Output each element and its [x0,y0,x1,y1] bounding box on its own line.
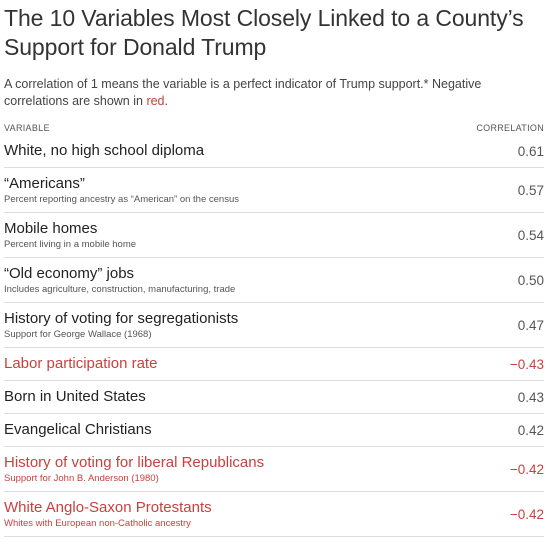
table-row: Evangelical Christians 0.42 [4,414,544,447]
description-text: A correlation of 1 means the variable is… [4,77,482,108]
row-variable: Evangelical Christians [4,421,152,439]
table-rows: White, no high school diploma 0.61 “Americ… [4,135,544,537]
variable-name: Labor participation rate [4,355,158,372]
table-row: White Anglo-Saxon Protestants Whites with… [4,492,544,537]
variable-description: Support for John B. Anderson (1980) [4,472,159,484]
graphic-description: A correlation of 1 means the variable is… [4,76,544,110]
row-variable: Labor participation rate [4,355,157,373]
correlation-value: 0.47 [517,317,544,333]
correlation-value: −0.43 [509,356,544,372]
variable-name: Evangelical Christians [4,421,152,438]
variable-description: Percent reporting ancestry as “American”… [4,193,239,205]
variable-name: White, no high school diploma [4,142,205,159]
graphic-title: The 10 Variables Most Closely Linked to … [4,5,524,60]
description-end: . [164,94,168,108]
row-variable: White Anglo-Saxon Protestants Whites with… [4,499,212,530]
row-variable: “Old economy” jobs Includes agriculture, … [4,265,235,296]
variable-description: Percent living in a mobile home [4,238,137,250]
row-variable: White, no high school diploma [4,142,204,160]
variable-name: “Americans” [4,174,85,192]
row-variable: “Americans” Percent reporting ancestry as… [4,175,239,206]
variable-name: “Old economy” jobs [4,264,135,282]
table-row: History of voting for liberal Republican… [4,447,544,492]
variable-name: White Anglo-Saxon Protestants [4,498,212,516]
table-row: “Americans” Percent reporting ancestry as… [4,168,544,213]
row-variable: Born in United States [4,388,146,406]
table-row: White, no high school diploma 0.61 [4,135,544,168]
correlation-value: 0.50 [517,272,544,288]
correlation-value: −0.42 [509,506,544,522]
correlation-value: 0.42 [517,422,544,438]
row-variable: History of voting for liberal Republican… [4,454,264,485]
variable-description: Whites with European non-Catholic ancest… [4,517,191,529]
correlation-value: 0.54 [517,227,544,243]
table-header: VARIABLE CORRELATION [4,123,544,135]
table-row: “Old economy” jobs Includes agriculture, … [4,258,544,303]
correlation-value: 0.57 [517,182,544,198]
header-correlation: CORRELATION [476,123,544,133]
row-variable: Mobile homes Percent living in a mobile h… [4,220,136,251]
correlation-value: −0.42 [509,461,544,477]
variable-name: History of voting for segregationists [4,309,239,327]
correlation-table-graphic: The 10 Variables Most Closely Linked to … [4,0,544,537]
row-variable: History of voting for segregationists Sup… [4,310,238,341]
table-row: Labor participation rate −0.43 [4,348,544,381]
variable-name: Mobile homes [4,219,98,237]
variable-name: Born in United States [4,388,146,405]
header-variable: VARIABLE [4,123,50,133]
variable-description: Includes agriculture, construction, manu… [4,283,236,295]
table-row: History of voting for segregationists Sup… [4,303,544,348]
correlation-value: 0.61 [517,143,544,159]
variable-name: History of voting for liberal Republican… [4,453,265,471]
description-red-word: red [146,94,165,108]
correlation-value: 0.43 [517,389,544,405]
variable-description: Support for George Wallace (1968) [4,328,152,340]
table-row: Mobile homes Percent living in a mobile h… [4,213,544,258]
table-row: Born in United States 0.43 [4,381,544,414]
